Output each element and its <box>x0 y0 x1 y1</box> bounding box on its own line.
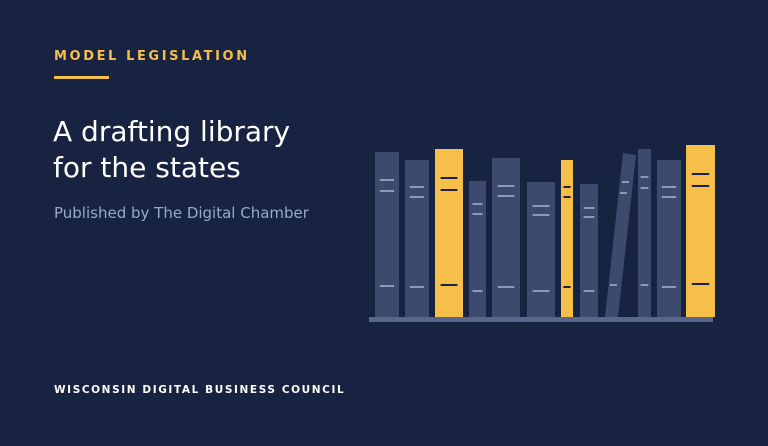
book-spine-band <box>620 192 627 194</box>
book-spine-band <box>472 290 483 292</box>
book-group <box>375 145 715 317</box>
book-spine <box>657 160 681 317</box>
book-spine <box>527 182 555 317</box>
shelf-plank <box>369 317 713 322</box>
book-spine-band <box>640 176 649 178</box>
book-spine-band <box>640 187 649 189</box>
accent-book-spine <box>435 149 463 317</box>
book-spine-band <box>563 186 571 188</box>
book-spine-band <box>497 195 515 197</box>
title-line-2: for the states <box>53 151 241 184</box>
book-spine-band <box>409 196 425 198</box>
accent-book-spine <box>686 145 715 317</box>
book-spine-band <box>379 190 395 192</box>
book-spine-band <box>379 285 395 287</box>
page-title: A drafting library for the states <box>53 114 290 186</box>
book-spine-band <box>661 186 677 188</box>
book-spine-band <box>583 216 595 218</box>
book-spine-band <box>532 214 550 216</box>
book-spine-band <box>583 290 595 292</box>
book-spine-band <box>440 284 458 286</box>
book-spine-band <box>691 185 710 187</box>
book-spine-band <box>622 181 629 183</box>
book-spine-band <box>440 189 458 191</box>
book-spine-band <box>691 173 710 175</box>
book-spine-band <box>563 286 571 288</box>
book-spine-band <box>661 286 677 288</box>
book-spine-band <box>691 283 710 285</box>
eyebrow-underline <box>54 76 109 79</box>
book-spine-band <box>532 290 550 292</box>
book-spine-band <box>583 207 595 209</box>
eyebrow-label: MODEL LEGISLATION <box>54 49 250 64</box>
title-line-1: A drafting library <box>53 115 291 148</box>
book-spine-band <box>379 179 395 181</box>
footer-org: WISCONSIN DIGITAL BUSINESS COUNCIL <box>54 384 346 396</box>
book-spine-band <box>497 286 515 288</box>
book-spine <box>638 149 651 317</box>
publisher-subtitle: Published by The Digital Chamber <box>54 204 309 222</box>
book-spine-band <box>661 196 677 198</box>
book-spine-band <box>409 186 425 188</box>
book-spine <box>405 160 429 317</box>
book-spine-band <box>563 196 571 198</box>
leaning-book-spine <box>605 153 636 317</box>
book-spine <box>580 184 598 317</box>
book-spine-band <box>472 203 483 205</box>
book-spine-band <box>472 213 483 215</box>
book-spine-band <box>532 205 550 207</box>
book-spine-band <box>640 284 649 286</box>
book-spine <box>375 152 399 317</box>
book-spine-band <box>497 185 515 187</box>
book-spine-band <box>440 177 458 179</box>
book-spine <box>492 158 520 317</box>
book-spine-band <box>610 284 617 286</box>
book-spine-band <box>409 286 425 288</box>
book-spine <box>469 181 486 317</box>
accent-book-spine <box>561 160 573 317</box>
